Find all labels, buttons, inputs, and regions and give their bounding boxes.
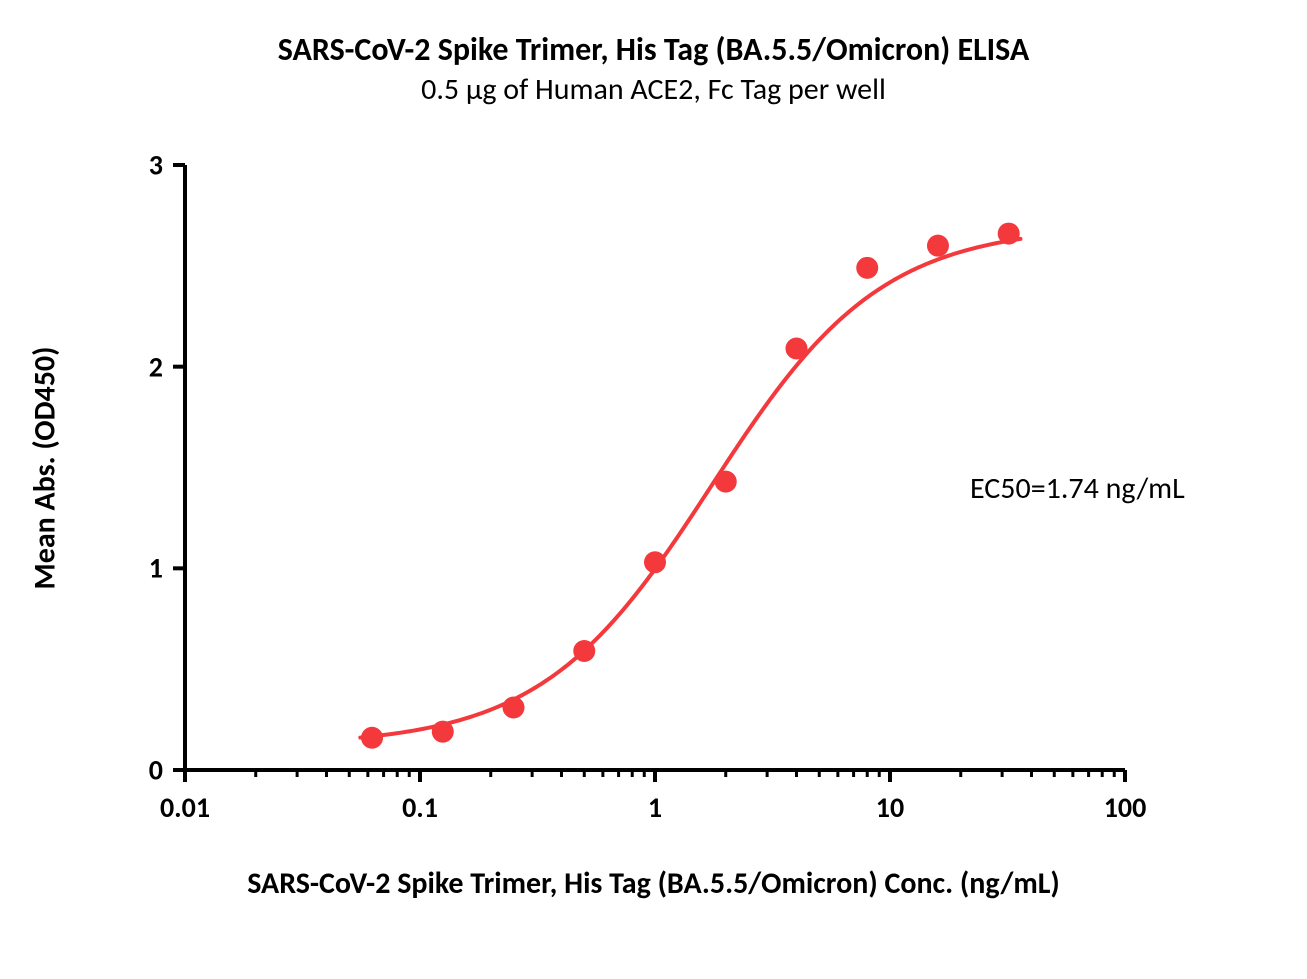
- title-block: SARS-CoV-2 Spike Trimer, His Tag (BA.5.5…: [0, 30, 1307, 108]
- y-axis-label: Mean Abs. (OD450): [27, 346, 64, 589]
- chart-container: SARS-CoV-2 Spike Trimer, His Tag (BA.5.5…: [0, 0, 1307, 979]
- x-axis-label: SARS-CoV-2 Spike Trimer, His Tag (BA.5.5…: [0, 865, 1307, 902]
- x-tick-label: 100: [1104, 790, 1147, 825]
- y-tick-label: 2: [149, 349, 163, 384]
- chart-title-sub: 0.5 μg of Human ACE2, Fc Tag per well: [0, 71, 1307, 108]
- plot-svg: [185, 165, 1125, 800]
- x-tick-label: 1: [648, 790, 662, 825]
- x-tick-label: 0.1: [402, 790, 438, 825]
- y-tick-label: 0: [149, 753, 163, 788]
- x-tick-label: 10: [876, 790, 904, 825]
- x-tick-label: 0.01: [160, 790, 210, 825]
- plot-area: [185, 165, 1125, 770]
- chart-title-main: SARS-CoV-2 Spike Trimer, His Tag (BA.5.5…: [0, 30, 1307, 69]
- y-tick-label: 3: [149, 148, 163, 183]
- y-tick-label: 1: [149, 551, 163, 586]
